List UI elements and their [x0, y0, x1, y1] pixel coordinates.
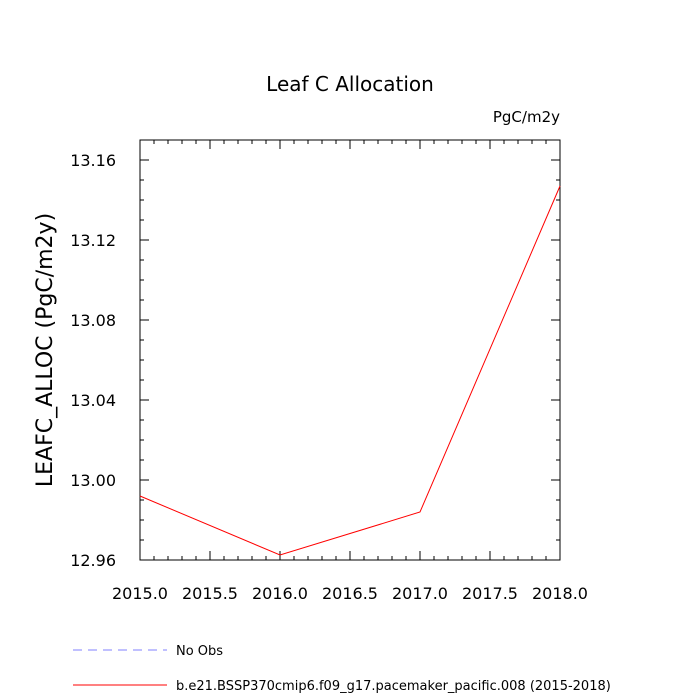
legend-label: No Obs — [176, 644, 223, 659]
y-axis-label: LEAFC_ALLOC (PgC/m2y) — [33, 213, 58, 487]
series-group — [139, 185, 561, 556]
y-tick-labels: 12.96 13.00 13.04 13.08 13.12 13.16 — [70, 151, 116, 570]
plot-frame — [139, 139, 561, 561]
legend-label: b.e21.BSSP370cmip6.f09_g17.pacemaker_pac… — [176, 679, 611, 694]
x-tick-label: 2015.5 — [182, 584, 238, 603]
series-line — [139, 185, 561, 556]
x-tick-label: 2016.0 — [252, 584, 308, 603]
x-tick-label: 2017.0 — [392, 584, 448, 603]
x-tick-label: 2017.5 — [462, 584, 518, 603]
y-tick-label: 13.12 — [70, 231, 116, 250]
axis-ticks — [139, 139, 561, 561]
y-tick-label: 12.96 — [70, 551, 116, 570]
units-label: PgC/m2y — [493, 108, 560, 126]
y-tick-label: 13.08 — [70, 311, 116, 330]
legend: No Obs b.e21.BSSP370cmip6.f09_g17.pacemak… — [73, 644, 611, 694]
x-tick-label: 2015.0 — [112, 584, 168, 603]
chart-title: Leaf C Allocation — [266, 72, 434, 96]
y-tick-label: 13.04 — [70, 391, 116, 410]
x-tick-label: 2018.0 — [532, 584, 588, 603]
y-tick-label: 13.00 — [70, 471, 116, 490]
y-tick-label: 13.16 — [70, 151, 116, 170]
x-tick-labels: 2015.0 2015.5 2016.0 2016.5 2017.0 2017.5 2018… — [112, 584, 588, 603]
x-tick-label: 2016.5 — [322, 584, 378, 603]
